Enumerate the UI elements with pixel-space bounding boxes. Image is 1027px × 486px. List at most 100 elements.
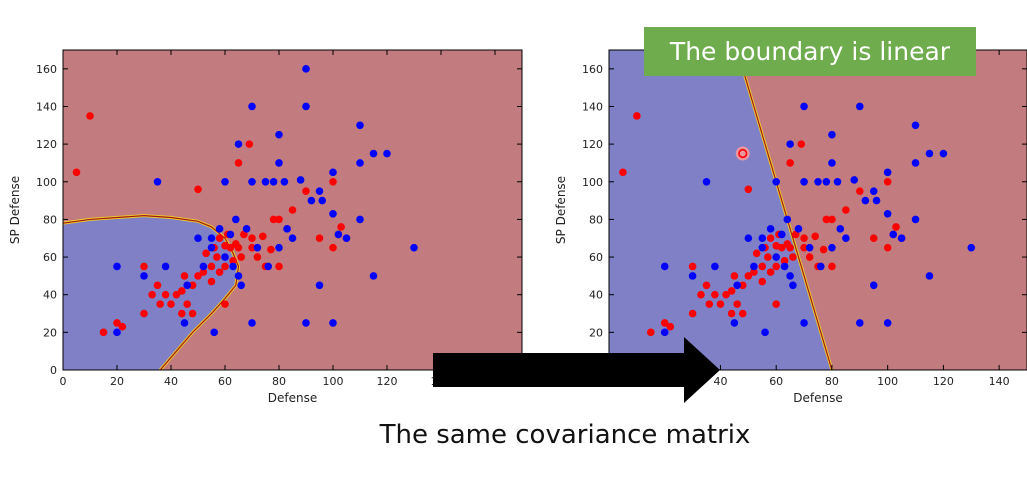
red-point xyxy=(697,290,705,299)
data-points xyxy=(619,65,976,337)
y-tick-label: 20 xyxy=(589,326,603,339)
y-tick-label: 160 xyxy=(36,63,57,76)
data-points xyxy=(72,65,418,337)
red-point xyxy=(800,234,808,243)
red-point xyxy=(786,159,794,167)
red-point xyxy=(733,300,741,308)
blue-point xyxy=(660,328,669,337)
x-tick-label: 100 xyxy=(323,375,344,388)
blue-point xyxy=(816,262,825,271)
blue-point xyxy=(113,262,121,271)
red-point xyxy=(842,206,850,214)
blue-point xyxy=(194,234,202,243)
red-point xyxy=(269,215,278,224)
blue-point xyxy=(369,149,378,158)
red-point xyxy=(780,257,789,265)
red-point xyxy=(337,223,345,231)
blue-point xyxy=(113,328,121,337)
red-point xyxy=(702,281,711,290)
blue-point xyxy=(883,209,892,218)
highlight-halo xyxy=(735,146,750,161)
red-point xyxy=(275,215,283,224)
blue-point xyxy=(789,281,797,290)
blue-point xyxy=(369,272,378,280)
red-point xyxy=(758,262,767,271)
blue-point xyxy=(842,234,850,243)
blue-point xyxy=(750,262,758,271)
blue-point xyxy=(911,159,920,167)
red-point xyxy=(766,234,775,243)
boundary-line xyxy=(736,50,833,370)
red-point xyxy=(215,234,224,243)
blue-point xyxy=(772,177,780,186)
y-tick-label: 140 xyxy=(36,100,57,113)
red-point xyxy=(789,253,797,261)
red-point xyxy=(153,281,162,290)
y-axis-label: SP Defense xyxy=(8,176,22,244)
blue-point xyxy=(828,243,836,252)
highlighted-point xyxy=(738,148,748,159)
blue-point xyxy=(264,262,273,271)
blue-point xyxy=(822,177,831,186)
blue-point xyxy=(242,225,251,233)
left-scatter-plot: 0204060801001201401600204060801001201401… xyxy=(8,49,523,405)
caption-text: The same covariance matrix xyxy=(379,420,751,450)
blue-point xyxy=(229,262,237,271)
red-point xyxy=(660,319,669,327)
red-point xyxy=(229,257,237,265)
blue-point xyxy=(183,281,191,290)
red-point xyxy=(140,262,148,271)
red-point xyxy=(764,253,772,261)
blue-point xyxy=(800,319,808,327)
x-tick-label: 60 xyxy=(218,375,232,388)
blue-point xyxy=(237,281,245,290)
red-point xyxy=(619,168,627,177)
red-point xyxy=(738,309,747,318)
red-point xyxy=(161,290,170,299)
blue-point xyxy=(329,209,337,218)
blue-point xyxy=(758,234,767,243)
blue-point xyxy=(296,176,305,184)
red-point xyxy=(750,268,758,276)
blue-point xyxy=(140,272,148,280)
banner-box xyxy=(644,27,976,76)
red-point xyxy=(766,268,775,276)
red-point xyxy=(786,243,794,252)
blue-point xyxy=(925,149,934,158)
blue-point xyxy=(828,159,836,167)
blue-point xyxy=(221,253,229,261)
x-tick-label: 120 xyxy=(377,375,398,388)
blue-point xyxy=(744,234,753,243)
y-tick-label: 100 xyxy=(36,176,57,189)
blue-point xyxy=(702,177,711,186)
red-point xyxy=(140,309,148,318)
y-tick-label: 60 xyxy=(589,251,603,264)
blue-point xyxy=(805,243,814,252)
red-point xyxy=(883,177,892,186)
blue-point xyxy=(253,243,262,252)
blue-point xyxy=(334,230,343,239)
blue-point xyxy=(248,177,256,186)
x-tick-label: 140 xyxy=(989,375,1010,388)
blue-point xyxy=(383,149,391,158)
y-tick-label: 20 xyxy=(43,326,57,339)
y-tick-label: 120 xyxy=(582,138,603,151)
x-tick-label: 40 xyxy=(713,375,727,388)
red-point xyxy=(245,140,254,148)
red-point xyxy=(688,262,697,271)
blue-point xyxy=(280,177,289,186)
blue-point xyxy=(221,177,229,186)
blue-point xyxy=(897,234,906,243)
y-tick-label: 100 xyxy=(582,176,603,189)
blue-point xyxy=(207,243,216,252)
blue-point xyxy=(283,225,291,233)
red-point xyxy=(716,300,725,308)
blue-point xyxy=(911,215,920,224)
x-tick-label: 80 xyxy=(825,375,839,388)
red-point xyxy=(315,234,324,243)
red-point xyxy=(772,262,780,271)
red-point xyxy=(188,309,197,318)
blue-point xyxy=(248,319,256,327)
red-point xyxy=(288,206,297,214)
red-point xyxy=(705,300,714,308)
